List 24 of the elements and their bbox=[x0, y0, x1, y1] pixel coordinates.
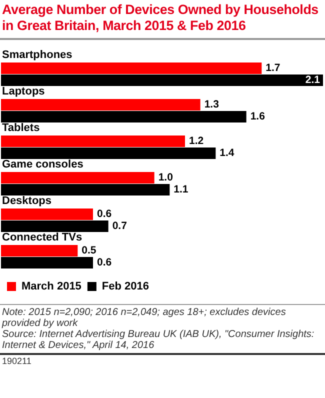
data-label: 1.0 bbox=[158, 172, 174, 184]
text: Note: 2015 n=2,090; 2016 n=2,049; ages 18+; excludes devices provided by work bbox=[2, 307, 287, 329]
data-label: 0.6 bbox=[97, 208, 112, 220]
data-label: 0.5 bbox=[82, 244, 96, 257]
y-tick-label: Connected TVs bbox=[2, 231, 82, 244]
data-label: 1.7 bbox=[266, 62, 280, 74]
legend-label: Feb 2016 bbox=[102, 280, 150, 293]
data-label: 2.1 bbox=[305, 74, 320, 86]
data-label: 1.6 bbox=[250, 110, 266, 123]
chart-title: Average Number of Devices Owned by Households in Great Britain, March 2015 & Feb 2016 bbox=[0, 0, 325, 40]
y-tick-label: Desktops bbox=[2, 194, 52, 207]
legend-label: March 2015 bbox=[22, 280, 82, 293]
y-tick-label: Smartphones bbox=[2, 48, 72, 61]
y-tick-label: Laptops bbox=[2, 85, 45, 98]
data-label: 1.4 bbox=[220, 147, 234, 160]
source-note: Source: Internet Advertising Bureau UK (IAB UK), "Consumer Insights: Internet & Devices," April 14, 2016 bbox=[2, 329, 316, 351]
data-label: 1.2 bbox=[189, 135, 204, 148]
data-label: 1.3 bbox=[204, 98, 220, 111]
text: 190211 bbox=[0, 353, 325, 367]
data-label: 0.6 bbox=[97, 256, 112, 269]
data-label: 0.7 bbox=[112, 220, 128, 232]
y-tick-label: Tablets bbox=[2, 122, 40, 134]
data-label: 1.1 bbox=[174, 184, 188, 196]
y-tick-label: Game consoles bbox=[2, 158, 84, 170]
